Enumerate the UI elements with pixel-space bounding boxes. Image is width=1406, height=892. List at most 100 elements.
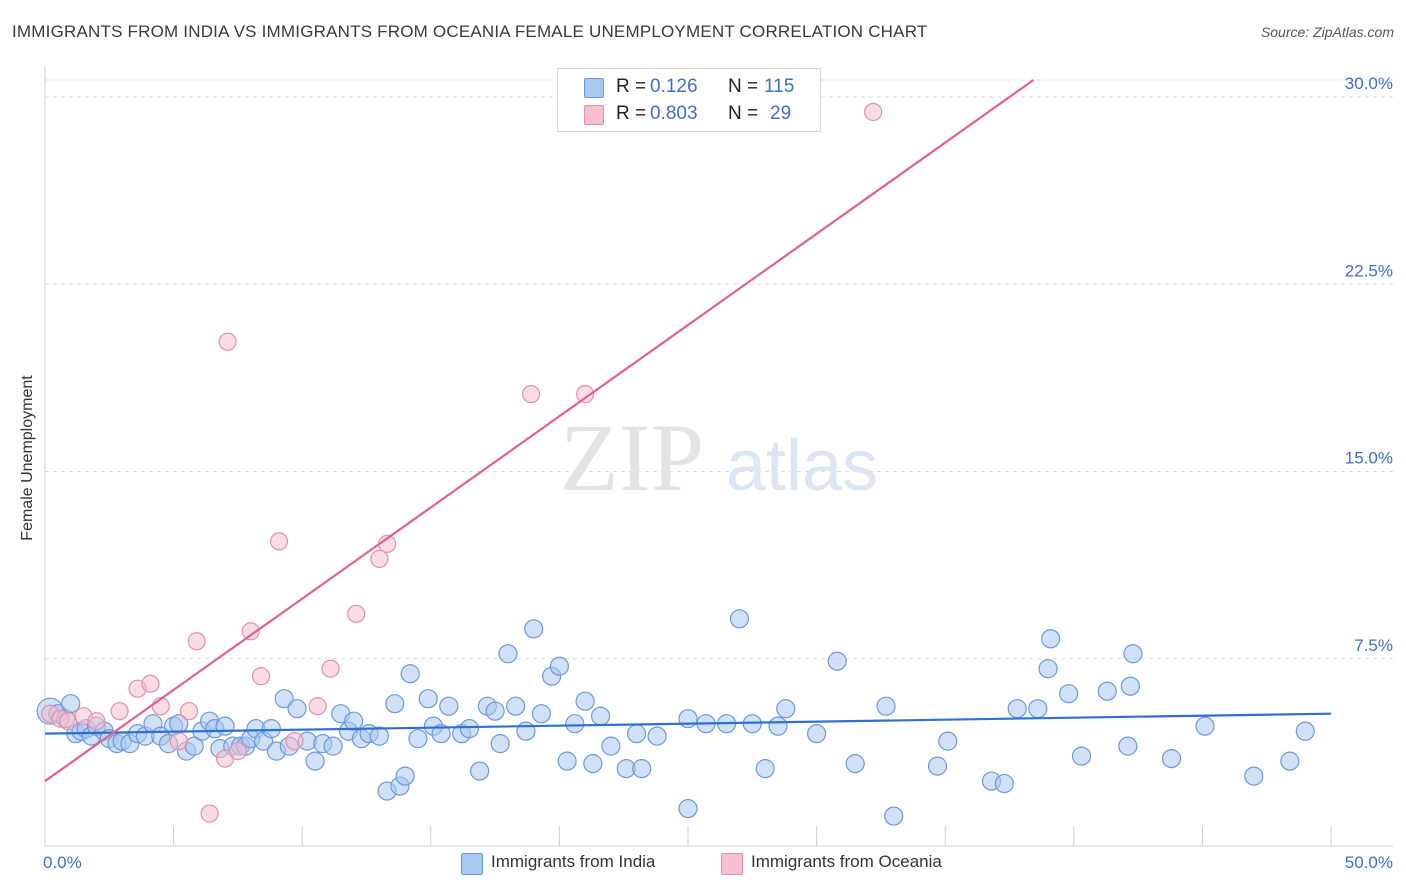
india-point bbox=[344, 711, 364, 731]
oceania-point bbox=[110, 702, 129, 721]
india-point bbox=[1059, 684, 1079, 704]
india-point bbox=[516, 721, 536, 741]
legend-swatch-india bbox=[584, 78, 604, 98]
india-point bbox=[755, 759, 775, 779]
oceania-point bbox=[347, 604, 366, 623]
oceania-point bbox=[285, 732, 304, 751]
legend-oceania-n-value: 29 bbox=[770, 103, 792, 124]
oceania-point bbox=[228, 742, 247, 761]
india-point bbox=[1097, 681, 1117, 701]
india-point bbox=[994, 773, 1014, 794]
india-point bbox=[678, 709, 698, 729]
india-trend-line bbox=[44, 712, 1332, 735]
india-point bbox=[583, 754, 603, 774]
india-point bbox=[459, 719, 479, 739]
oceania-point bbox=[864, 102, 883, 122]
oceania-point bbox=[87, 712, 106, 731]
chart-title: IMMIGRANTS FROM INDIA VS IMMIGRANTS FROM… bbox=[12, 22, 928, 41]
oceania-trend-line bbox=[44, 79, 1035, 782]
y-tick-label: 7.5% bbox=[1354, 636, 1393, 655]
india-point bbox=[287, 699, 307, 719]
legend-india-n-value: 115 bbox=[764, 76, 795, 97]
india-point bbox=[876, 696, 896, 716]
india-point bbox=[927, 756, 948, 776]
oceania-point bbox=[218, 332, 237, 351]
india-point bbox=[557, 751, 577, 771]
india-point bbox=[1244, 766, 1264, 786]
india-point bbox=[938, 731, 958, 751]
legend-oceania-n-label: N = bbox=[728, 103, 759, 124]
india-point bbox=[1041, 629, 1061, 649]
india-point bbox=[385, 694, 405, 714]
oceania-point bbox=[269, 532, 289, 551]
y-tick-label: 15.0% bbox=[1345, 449, 1393, 468]
india-point bbox=[768, 716, 788, 736]
india-point bbox=[845, 754, 865, 774]
oceania-point bbox=[321, 659, 340, 678]
oceania-point bbox=[251, 667, 271, 686]
watermark-atlas: atlas bbox=[726, 426, 878, 506]
india-point bbox=[498, 644, 518, 664]
india-point bbox=[565, 714, 585, 734]
india-point bbox=[418, 689, 438, 709]
oceania-point bbox=[187, 632, 206, 651]
y-tick-label: 30.0% bbox=[1345, 74, 1393, 93]
india-point bbox=[884, 806, 904, 826]
x-tick-min: 0.0% bbox=[43, 853, 82, 872]
x-tick-max: 50.0% bbox=[1344, 853, 1393, 872]
legend-india-r-label: R = bbox=[616, 76, 647, 97]
stats-legend: R = 0.126 N = 115 R = 0.803 N = 29 bbox=[557, 68, 821, 132]
oceania-point bbox=[576, 385, 595, 404]
oceania-point bbox=[169, 732, 188, 751]
india-point bbox=[470, 761, 490, 781]
legend-oceania-r-value: 0.803 bbox=[650, 103, 698, 124]
india-point bbox=[1007, 699, 1027, 719]
india-point bbox=[439, 696, 459, 716]
oceania-point bbox=[522, 385, 541, 404]
oceania-point bbox=[200, 804, 219, 823]
india-point bbox=[323, 736, 343, 756]
india-point bbox=[274, 689, 294, 709]
india-point bbox=[626, 724, 647, 744]
india-point bbox=[549, 656, 570, 676]
india-point bbox=[575, 691, 595, 711]
watermark-zip: ZIP bbox=[560, 404, 704, 511]
bottom-legend-india-label: Immigrants from India bbox=[491, 852, 656, 871]
india-point bbox=[806, 724, 827, 744]
source-label: Source: ZipAtlas.com bbox=[1260, 24, 1394, 40]
india-point bbox=[1118, 736, 1138, 756]
india-point bbox=[590, 706, 611, 726]
india-point bbox=[1123, 644, 1143, 664]
trend-lines bbox=[44, 79, 1332, 782]
india-point bbox=[678, 798, 698, 819]
india-point bbox=[647, 726, 667, 746]
india-point bbox=[601, 736, 621, 756]
oceania-point bbox=[179, 702, 199, 721]
india-point bbox=[408, 729, 428, 749]
india-point bbox=[776, 699, 796, 719]
bottom-legend-swatch-oceania bbox=[721, 853, 743, 875]
india-point bbox=[1120, 676, 1140, 696]
india-point bbox=[395, 766, 415, 786]
india-point bbox=[1161, 749, 1182, 769]
india-point bbox=[305, 751, 325, 771]
y-tick-labels: 7.5% 15.0% 22.5% 30.0% bbox=[1345, 74, 1393, 655]
oceania-point bbox=[241, 622, 260, 641]
oceania-points bbox=[41, 102, 883, 823]
india-point bbox=[215, 716, 235, 736]
india-point bbox=[261, 719, 281, 739]
india-point bbox=[827, 651, 847, 671]
india-point bbox=[490, 734, 510, 754]
oceania-point bbox=[59, 712, 78, 731]
india-point bbox=[506, 696, 526, 716]
oceania-point bbox=[308, 697, 327, 716]
india-point bbox=[431, 724, 451, 744]
y-tick-label: 22.5% bbox=[1345, 261, 1393, 280]
india-point bbox=[1295, 721, 1315, 741]
india-point bbox=[485, 701, 505, 721]
india-point bbox=[531, 704, 551, 724]
gridlines bbox=[45, 79, 1393, 660]
legend-india-n-label: N = bbox=[728, 76, 759, 97]
bottom-legend-oceania-label: Immigrants from Oceania bbox=[751, 852, 942, 871]
